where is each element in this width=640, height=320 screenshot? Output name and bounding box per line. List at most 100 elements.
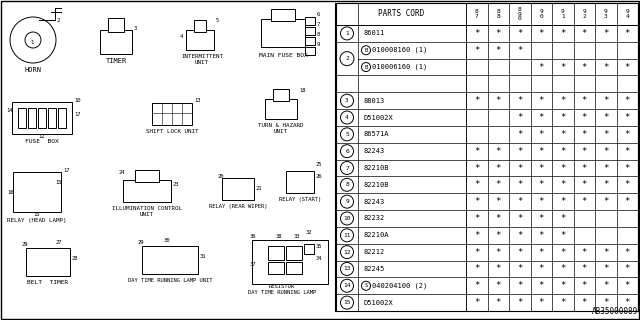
Text: *: * <box>603 298 609 307</box>
Text: *: * <box>582 147 587 156</box>
Bar <box>100 30 132 54</box>
Text: *: * <box>474 180 479 189</box>
Text: 13: 13 <box>343 267 351 271</box>
Text: 16: 16 <box>7 189 13 195</box>
Text: 15: 15 <box>33 212 40 218</box>
Text: *: * <box>517 281 522 290</box>
Text: *: * <box>603 130 609 139</box>
Bar <box>18 108 26 128</box>
Text: *: * <box>539 96 544 105</box>
Text: *: * <box>560 197 565 206</box>
Bar <box>305 17 315 25</box>
Text: 11: 11 <box>343 233 351 238</box>
Text: 20: 20 <box>218 173 225 179</box>
Text: 23: 23 <box>173 181 179 187</box>
Text: *: * <box>603 248 609 257</box>
Text: INTERMITTENT
UNIT: INTERMITTENT UNIT <box>181 54 223 65</box>
Text: 82212: 82212 <box>363 249 384 255</box>
Text: SHIFT LOCK UNIT: SHIFT LOCK UNIT <box>146 129 198 134</box>
Ellipse shape <box>10 17 56 63</box>
Text: *: * <box>474 298 479 307</box>
Text: TIMER: TIMER <box>106 58 127 64</box>
Text: D51002X: D51002X <box>363 115 393 121</box>
Text: *: * <box>517 264 522 274</box>
Text: *: * <box>603 281 609 290</box>
Text: *: * <box>603 164 609 172</box>
Text: *: * <box>582 96 587 105</box>
Text: 34: 34 <box>316 255 323 260</box>
Bar <box>336 3 638 311</box>
Bar <box>265 99 297 119</box>
Bar <box>186 30 214 50</box>
Text: *: * <box>539 298 544 307</box>
Text: *: * <box>495 46 501 55</box>
Text: *: * <box>474 264 479 274</box>
Text: *: * <box>625 164 630 172</box>
Text: 14: 14 <box>6 108 13 113</box>
Bar <box>108 18 124 32</box>
Text: *: * <box>603 113 609 122</box>
Text: *: * <box>603 29 609 38</box>
Bar <box>286 246 302 260</box>
Text: *: * <box>603 264 609 274</box>
Text: *: * <box>625 197 630 206</box>
Bar <box>305 37 315 45</box>
Bar <box>26 248 70 276</box>
Text: 10: 10 <box>343 216 351 221</box>
Text: *: * <box>539 130 544 139</box>
Text: 9
1: 9 1 <box>561 9 564 19</box>
Text: RELAY (REAR WIPER): RELAY (REAR WIPER) <box>209 204 268 209</box>
Text: *: * <box>517 164 522 172</box>
Text: *: * <box>560 214 565 223</box>
Text: 8
7: 8 7 <box>475 9 479 19</box>
Text: *: * <box>539 197 544 206</box>
Text: *: * <box>474 214 479 223</box>
Bar <box>13 172 61 212</box>
Text: 7: 7 <box>317 22 320 28</box>
Text: *: * <box>560 113 565 122</box>
Text: 82243: 82243 <box>363 148 384 154</box>
Bar <box>123 180 171 202</box>
Text: *: * <box>495 164 501 172</box>
Text: 1: 1 <box>345 31 349 36</box>
Text: BELT  TIMER: BELT TIMER <box>28 280 68 285</box>
Text: 35: 35 <box>316 244 323 249</box>
Text: *: * <box>560 62 565 72</box>
Text: 28: 28 <box>72 255 79 260</box>
Text: *: * <box>517 214 522 223</box>
Text: *: * <box>517 197 522 206</box>
Text: 12: 12 <box>343 250 351 255</box>
Text: *: * <box>495 96 501 105</box>
Text: *: * <box>495 248 501 257</box>
Text: 8
8: 8 8 <box>497 9 500 19</box>
Text: *: * <box>474 231 479 240</box>
Text: 3: 3 <box>134 26 137 30</box>
Bar <box>304 244 314 254</box>
Text: 8: 8 <box>345 182 349 187</box>
Text: *: * <box>517 46 522 55</box>
Text: 38: 38 <box>276 234 282 238</box>
Text: 82243: 82243 <box>363 199 384 205</box>
Bar <box>268 262 284 274</box>
Text: 9
0: 9 0 <box>540 9 543 19</box>
Text: *: * <box>560 130 565 139</box>
Bar <box>271 9 295 21</box>
Text: *: * <box>517 96 522 105</box>
Bar <box>222 178 254 200</box>
Text: 2: 2 <box>345 56 349 61</box>
Text: *: * <box>625 147 630 156</box>
Text: S: S <box>364 283 367 288</box>
Text: 040204100 (2): 040204100 (2) <box>371 283 427 289</box>
Text: *: * <box>582 62 587 72</box>
Text: ILLUMINATION CONTROL
UNIT: ILLUMINATION CONTROL UNIT <box>112 206 182 217</box>
Text: 10: 10 <box>74 98 81 102</box>
Text: *: * <box>539 264 544 274</box>
Text: 010006160 (1): 010006160 (1) <box>371 64 427 70</box>
Text: *: * <box>625 29 630 38</box>
Text: *: * <box>474 197 479 206</box>
Text: 14: 14 <box>343 283 351 288</box>
Text: *: * <box>474 46 479 55</box>
Text: 9
2: 9 2 <box>582 9 586 19</box>
Text: 4: 4 <box>180 34 183 38</box>
Text: 3: 3 <box>345 98 349 103</box>
